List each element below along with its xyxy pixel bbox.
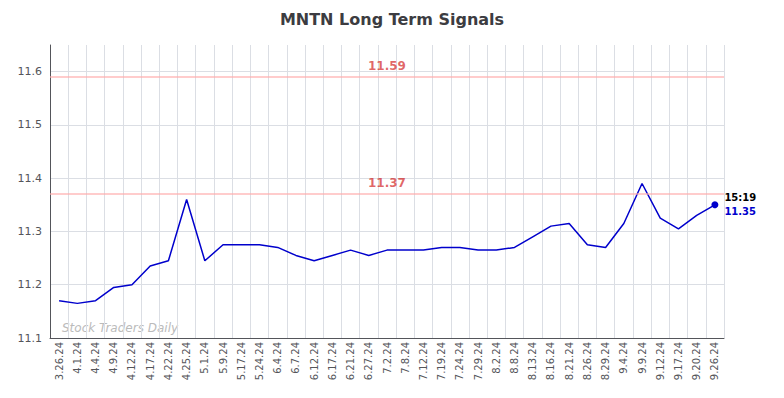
svg-text:5.1.24: 5.1.24 [199, 342, 210, 374]
svg-text:7.29.24: 7.29.24 [473, 342, 484, 380]
svg-text:8.2.24: 8.2.24 [491, 342, 502, 374]
svg-text:6.21.24: 6.21.24 [345, 342, 356, 380]
svg-text:8.16.24: 8.16.24 [545, 342, 556, 380]
svg-text:11.5: 11.5 [18, 118, 43, 131]
svg-text:4.4.24: 4.4.24 [90, 342, 101, 374]
svg-text:5.24.24: 5.24.24 [254, 342, 265, 380]
svg-text:4.25.24: 4.25.24 [181, 342, 192, 380]
svg-text:11.37: 11.37 [368, 176, 406, 190]
svg-text:7.24.24: 7.24.24 [454, 342, 465, 380]
svg-text:7.12.24: 7.12.24 [418, 342, 429, 380]
svg-text:8.26.24: 8.26.24 [582, 342, 593, 380]
svg-text:9.17.24: 9.17.24 [673, 342, 684, 380]
svg-text:9.4.24: 9.4.24 [618, 342, 629, 374]
svg-text:11.4: 11.4 [18, 172, 43, 185]
svg-text:11.2: 11.2 [18, 278, 43, 291]
svg-text:9.26.24: 9.26.24 [709, 342, 720, 380]
svg-text:11.6: 11.6 [18, 65, 43, 78]
svg-text:5.17.24: 5.17.24 [236, 342, 247, 380]
svg-text:5.9.24: 5.9.24 [218, 342, 229, 374]
svg-text:6.4.24: 6.4.24 [272, 342, 283, 374]
svg-text:9.20.24: 9.20.24 [691, 342, 702, 380]
svg-text:Stock Traders Daily: Stock Traders Daily [62, 321, 179, 335]
svg-text:15:19: 15:19 [724, 192, 756, 203]
svg-text:4.1.24: 4.1.24 [72, 342, 83, 374]
svg-text:4.22.24: 4.22.24 [163, 342, 174, 380]
svg-text:MNTN Long Term Signals: MNTN Long Term Signals [280, 10, 504, 29]
svg-text:4.17.24: 4.17.24 [145, 342, 156, 380]
svg-text:4.12.24: 4.12.24 [126, 342, 137, 380]
svg-text:9.9.24: 9.9.24 [637, 342, 648, 374]
svg-text:8.8.24: 8.8.24 [509, 342, 520, 374]
svg-text:6.12.24: 6.12.24 [309, 342, 320, 380]
svg-text:6.17.24: 6.17.24 [327, 342, 338, 380]
svg-text:7.8.24: 7.8.24 [400, 342, 411, 374]
svg-text:8.29.24: 8.29.24 [600, 342, 611, 380]
svg-text:8.13.24: 8.13.24 [527, 342, 538, 380]
svg-text:11.1: 11.1 [18, 332, 43, 345]
svg-text:8.21.24: 8.21.24 [564, 342, 575, 380]
svg-text:11.35: 11.35 [724, 206, 756, 217]
svg-text:7.19.24: 7.19.24 [436, 342, 447, 380]
svg-text:7.2.24: 7.2.24 [382, 342, 393, 374]
svg-text:11.59: 11.59 [368, 59, 406, 73]
svg-text:9.12.24: 9.12.24 [655, 342, 666, 380]
svg-text:6.27.24: 6.27.24 [363, 342, 374, 380]
svg-text:4.9.24: 4.9.24 [108, 342, 119, 374]
svg-text:6.7.24: 6.7.24 [290, 342, 301, 374]
svg-text:3.26.24: 3.26.24 [54, 342, 65, 380]
svg-text:11.3: 11.3 [18, 225, 43, 238]
